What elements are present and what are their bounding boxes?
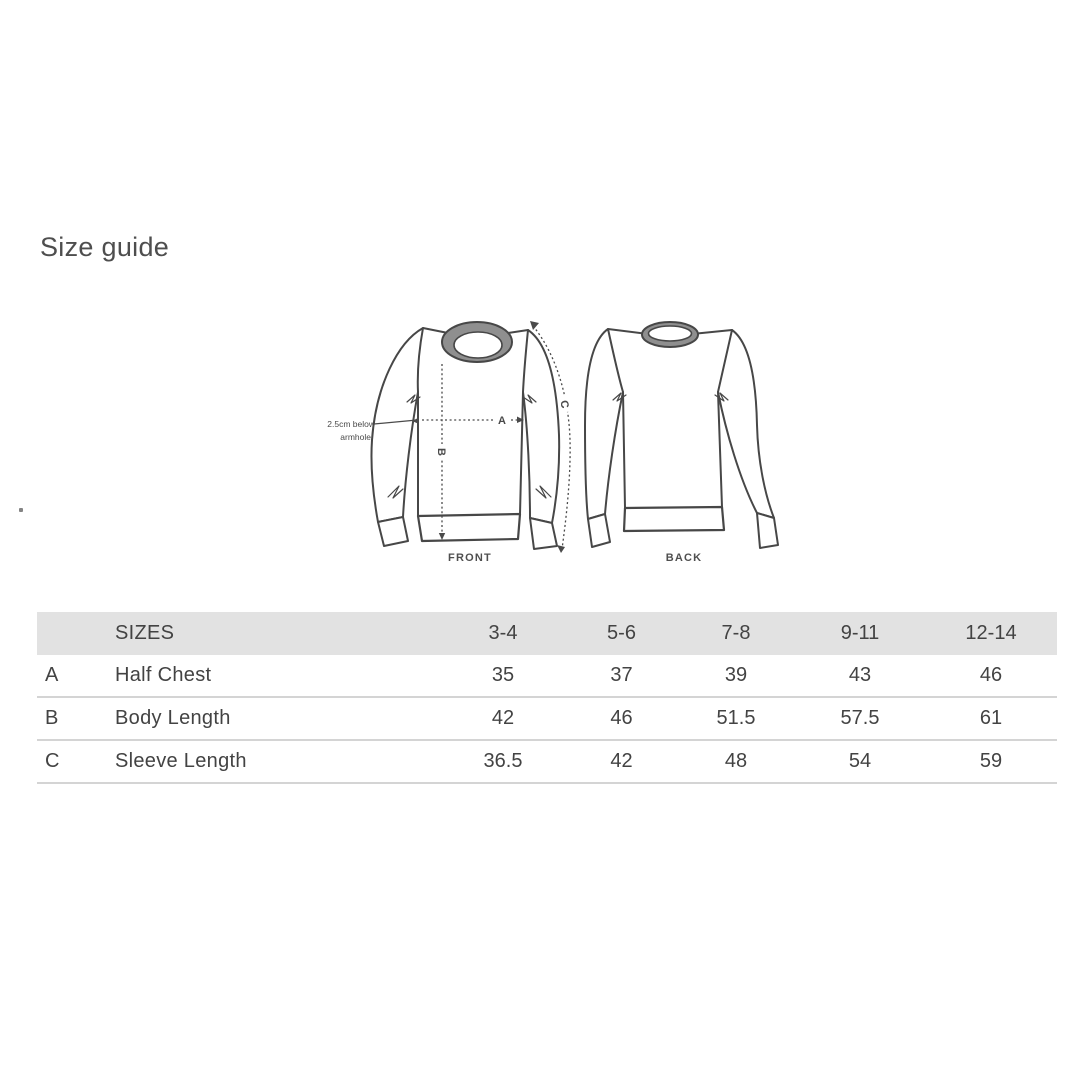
cell-value: 42	[610, 750, 633, 772]
table-row-body-length: B Body Length 42 46 51.5 57.5 61	[37, 698, 1057, 741]
cell-value: 48	[724, 750, 748, 772]
cell-value: 42	[491, 707, 515, 729]
cell-value: 43	[848, 664, 872, 686]
cell-value: 61	[979, 707, 1003, 729]
front-view-label: FRONT	[448, 552, 492, 564]
dimension-lines	[373, 321, 571, 553]
stray-dot	[19, 508, 23, 512]
sweatshirt-size-diagram: A B C 2.5cm below armhole	[327, 321, 779, 564]
marker-b-label: B	[435, 448, 447, 456]
marker-c-label: C	[557, 399, 570, 409]
header-size-7-8: 7-8	[721, 622, 751, 644]
cell-value: 37	[610, 664, 633, 686]
cell-value: 46	[610, 707, 633, 729]
cell-value: 36.5	[483, 750, 523, 772]
row-letter: C	[45, 750, 60, 772]
sweatshirt-front-illustration	[370, 321, 561, 550]
marker-a-label: A	[498, 415, 506, 427]
cell-value: 54	[848, 750, 872, 772]
header-size-3-4: 3-4	[488, 622, 518, 644]
armhole-annotation: 2.5cm below armhole	[327, 419, 376, 442]
cell-value: 39	[724, 664, 748, 686]
page-title: Size guide	[40, 232, 170, 262]
back-view-label: BACK	[666, 552, 703, 564]
back-collar	[641, 321, 699, 348]
cell-value: 57.5	[840, 707, 880, 729]
row-label: Half Chest	[115, 664, 212, 686]
armhole-annotation-line2: armhole	[340, 432, 371, 442]
header-sizes-cell: SIZES	[115, 622, 175, 644]
table-row-half-chest: A Half Chest 35 37 39 43 46	[37, 655, 1057, 698]
row-label: Sleeve Length	[115, 750, 247, 772]
armhole-annotation-line1: 2.5cm below	[327, 419, 376, 429]
header-size-12-14: 12-14	[965, 622, 1017, 644]
cell-value: 46	[979, 664, 1003, 686]
size-table: SIZES 3-4 5-6 7-8 9-11 12-14 A Half Ches…	[37, 612, 1057, 784]
row-letter: B	[45, 707, 59, 729]
header-size-9-11: 9-11	[840, 622, 880, 644]
size-table-header-row: SIZES 3-4 5-6 7-8 9-11 12-14	[37, 612, 1057, 655]
cell-value: 59	[979, 750, 1003, 772]
table-row-sleeve-length: C Sleeve Length 36.5 42 48 54 59	[37, 741, 1057, 784]
row-letter: A	[45, 664, 59, 686]
sweatshirt-back-illustration	[584, 321, 779, 549]
cell-value: 35	[491, 664, 515, 686]
header-size-5-6: 5-6	[607, 622, 636, 644]
cell-value: 51.5	[716, 707, 756, 729]
front-collar	[441, 321, 513, 363]
row-label: Body Length	[115, 707, 231, 729]
